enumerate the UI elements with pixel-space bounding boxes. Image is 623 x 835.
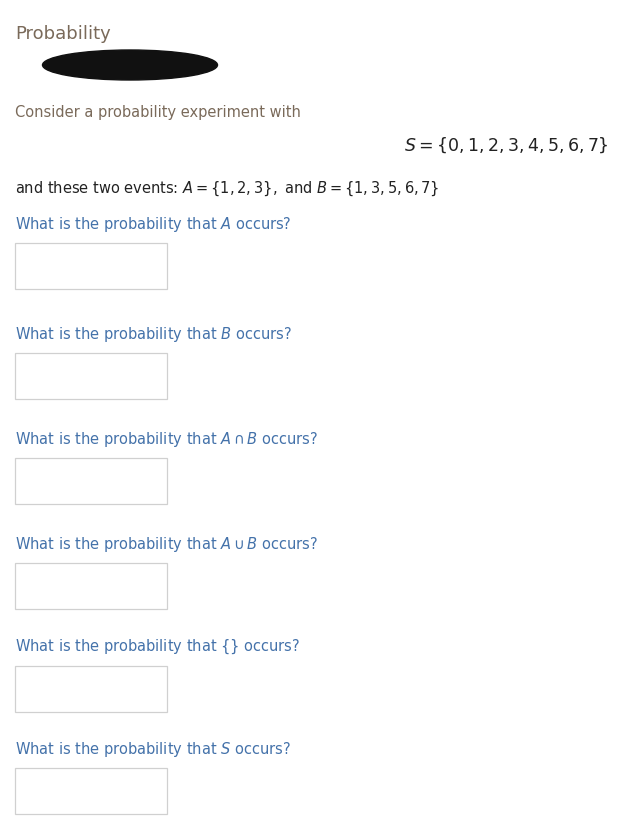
FancyBboxPatch shape: [15, 353, 167, 399]
Text: What is the probability that $\mathit{B}$ occurs?: What is the probability that $\mathit{B}…: [15, 325, 292, 344]
Text: Consider a probability experiment with: Consider a probability experiment with: [15, 105, 301, 120]
FancyBboxPatch shape: [15, 563, 167, 609]
Text: $S = \{0, 1, 2, 3, 4, 5, 6, 7\}$: $S = \{0, 1, 2, 3, 4, 5, 6, 7\}$: [404, 135, 608, 154]
Text: Probability: Probability: [15, 25, 111, 43]
Text: What is the probability that $\mathit{S}$ occurs?: What is the probability that $\mathit{S}…: [15, 740, 291, 759]
FancyBboxPatch shape: [15, 458, 167, 504]
Text: What is the probability that $A \cup B$ occurs?: What is the probability that $A \cup B$ …: [15, 535, 318, 554]
FancyBboxPatch shape: [15, 666, 167, 712]
Text: and these two events: $A = \{1, 2, 3\},$ and $B = \{1, 3, 5, 6, 7\}$: and these two events: $A = \{1, 2, 3\},$…: [15, 180, 439, 199]
Ellipse shape: [42, 50, 217, 80]
Text: What is the probability that $\mathit{A}$ occurs?: What is the probability that $\mathit{A}…: [15, 215, 292, 234]
FancyBboxPatch shape: [15, 243, 167, 289]
Text: What is the probability that $\{\}$ occurs?: What is the probability that $\{\}$ occu…: [15, 638, 300, 656]
FancyBboxPatch shape: [15, 768, 167, 814]
Text: What is the probability that $A \cap B$ occurs?: What is the probability that $A \cap B$ …: [15, 430, 318, 449]
